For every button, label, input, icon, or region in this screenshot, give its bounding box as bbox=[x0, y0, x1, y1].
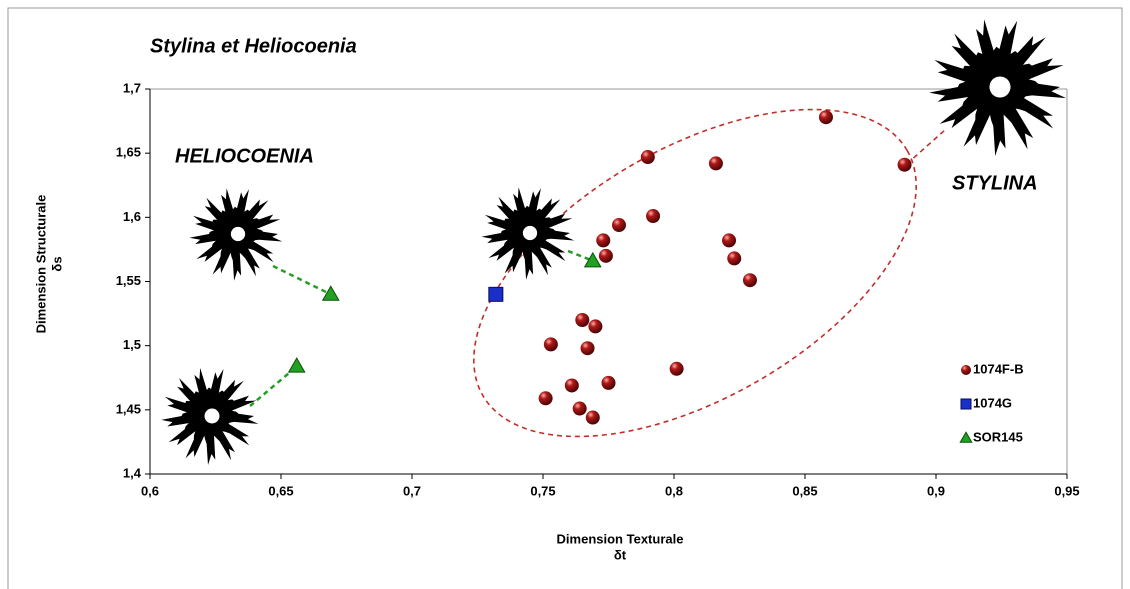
legend-label: SOR145 bbox=[973, 429, 1023, 444]
point bbox=[583, 251, 602, 268]
annotation: STYLINA bbox=[952, 172, 1038, 194]
y-tick-label: 1,6 bbox=[123, 209, 141, 224]
legend-marker bbox=[961, 365, 971, 375]
x-axis-symbol: δt bbox=[614, 547, 627, 562]
x-tick-label: 0,65 bbox=[268, 483, 293, 498]
legend-marker bbox=[960, 398, 972, 410]
point bbox=[669, 361, 684, 376]
x-axis-title: Dimension Texturale bbox=[557, 531, 684, 546]
point bbox=[588, 319, 603, 334]
legend-label: 1074G bbox=[973, 395, 1012, 410]
x-tick-label: 0,95 bbox=[1054, 483, 1079, 498]
point bbox=[585, 410, 600, 425]
point bbox=[708, 156, 723, 171]
point bbox=[575, 313, 590, 327]
point bbox=[727, 251, 742, 266]
point bbox=[722, 233, 737, 248]
point bbox=[572, 401, 587, 416]
y-axis-title: Dimension Structurale bbox=[33, 195, 48, 334]
point bbox=[897, 157, 912, 172]
y-tick-label: 1,45 bbox=[116, 401, 141, 416]
y-tick-label: 1,7 bbox=[123, 80, 141, 95]
y-tick-label: 1,55 bbox=[116, 273, 141, 288]
point bbox=[611, 218, 626, 233]
group-ellipse bbox=[473, 108, 917, 438]
point bbox=[580, 341, 595, 356]
legend-label: 1074F-B bbox=[973, 361, 1024, 376]
connector bbox=[249, 367, 296, 407]
point bbox=[287, 357, 306, 373]
connector bbox=[272, 264, 331, 296]
x-tick-label: 0,7 bbox=[403, 483, 421, 498]
point bbox=[596, 233, 611, 248]
coral-center bbox=[204, 408, 220, 424]
coral-center bbox=[522, 225, 538, 241]
coral-center bbox=[230, 226, 246, 242]
point bbox=[640, 150, 655, 165]
x-tick-label: 0,9 bbox=[927, 483, 945, 498]
x-tick-label: 0,6 bbox=[141, 483, 159, 498]
coral-center bbox=[989, 76, 1011, 98]
point bbox=[646, 209, 661, 224]
y-tick-label: 1,65 bbox=[116, 145, 141, 160]
annotation: HELIOCOENIA bbox=[175, 145, 314, 167]
x-tick-label: 0,75 bbox=[530, 483, 555, 498]
point bbox=[321, 285, 340, 301]
legend-marker bbox=[959, 431, 973, 443]
point bbox=[488, 286, 504, 302]
y-axis-symbol: δs bbox=[49, 256, 64, 271]
y-tick-label: 1,5 bbox=[123, 337, 141, 352]
point bbox=[543, 337, 558, 352]
point bbox=[564, 378, 579, 393]
x-tick-label: 0,8 bbox=[665, 483, 683, 498]
y-tick-label: 1,4 bbox=[123, 465, 142, 480]
point bbox=[818, 110, 833, 125]
point bbox=[742, 273, 757, 288]
frame bbox=[7, 7, 1123, 589]
x-tick-label: 0,85 bbox=[792, 483, 817, 498]
point bbox=[601, 375, 616, 390]
point bbox=[538, 391, 553, 406]
point bbox=[598, 248, 613, 263]
chart-title: Stylina et Heliocoenia bbox=[150, 35, 357, 57]
